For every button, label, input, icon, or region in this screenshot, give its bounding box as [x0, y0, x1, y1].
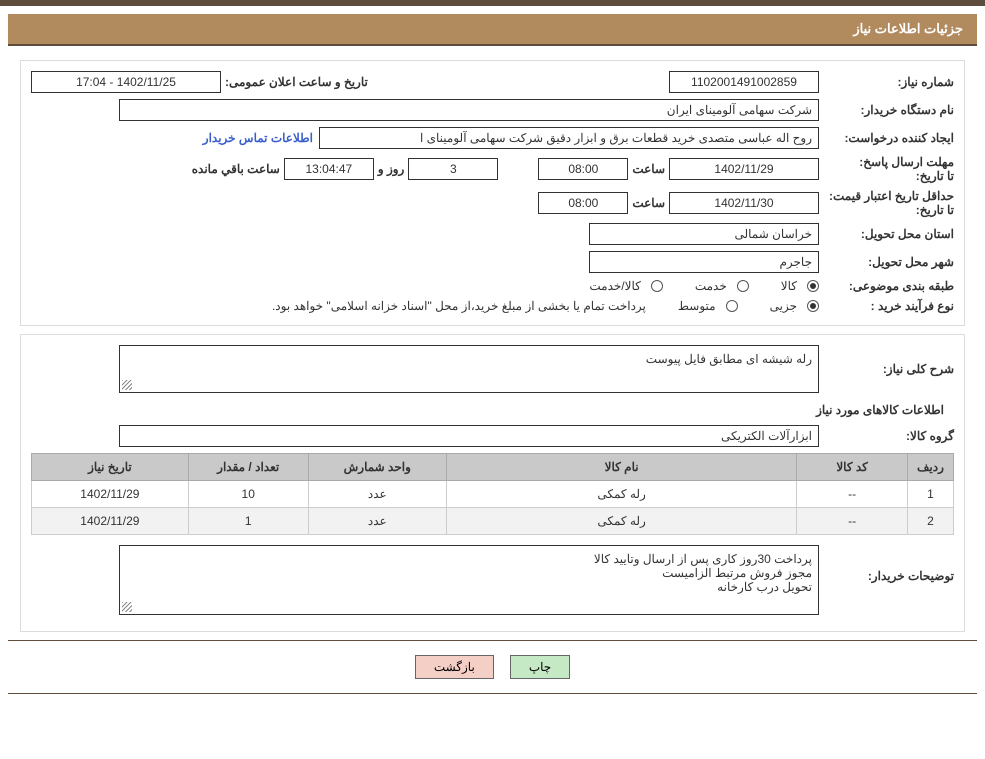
announce-label: تاریخ و ساعت اعلان عمومی:	[221, 75, 372, 89]
requester-label: ایجاد کننده درخواست:	[819, 131, 954, 145]
buyer-notes-label: توضیحات خریدار:	[819, 545, 954, 583]
hour-label-1: ساعت	[628, 162, 669, 176]
table-cell: 1402/11/29	[32, 508, 189, 535]
radio-goods[interactable]	[807, 280, 819, 292]
remaining-label: ساعت باقي مانده	[188, 162, 284, 176]
table-header-row: ردیفکد کالانام کالاواحد شمارشتعداد / مقد…	[32, 454, 954, 481]
reply-time-field: 08:00	[538, 158, 628, 180]
table-cell: 1	[907, 481, 953, 508]
table-row: 2--رله کمکیعدد11402/11/29	[32, 508, 954, 535]
city-field: جاجرم	[589, 251, 819, 273]
buttons-bar: چاپ بازگشت	[8, 640, 977, 694]
hours-remain-field: 13:04:47	[284, 158, 374, 180]
hour-label-2: ساعت	[628, 196, 669, 210]
goods-panel: شرح کلی نیاز: رله شیشه ای مطابق فایل پیو…	[20, 334, 965, 632]
buyer-org-field: شرکت سهامی آلومینای ایران	[119, 99, 819, 121]
buyer-note-line: پرداخت 30روز کاری پس از ارسال وتایید کال…	[126, 552, 812, 566]
table-cell: عدد	[308, 508, 446, 535]
reply-date-field: 1402/11/29	[669, 158, 819, 180]
radio-goods-service[interactable]	[651, 280, 663, 292]
col-header: تعداد / مقدار	[188, 454, 308, 481]
payment-note: پرداخت تمام یا بخشی از مبلغ خرید،از محل …	[272, 299, 646, 313]
back-button[interactable]: بازگشت	[415, 655, 494, 679]
goods-info-label: اطلاعات کالاهای مورد نیاز	[31, 403, 944, 417]
radio-service-label: خدمت	[695, 279, 727, 293]
table-cell: رله کمکی	[446, 508, 796, 535]
table-cell: 10	[188, 481, 308, 508]
col-header: کد کالا	[797, 454, 908, 481]
radio-service[interactable]	[737, 280, 749, 292]
days-remain-field: 3	[408, 158, 498, 180]
table-cell: عدد	[308, 481, 446, 508]
buyer-note-line: مجوز فروش مرتبط الزامیست	[126, 566, 812, 580]
resize-icon[interactable]	[122, 380, 132, 390]
min-valid-time-field: 08:00	[538, 192, 628, 214]
requester-field: روح اله عباسی متصدی خرید قطعات برق و ابز…	[319, 127, 819, 149]
table-cell: 2	[907, 508, 953, 535]
min-valid-date-field: 1402/11/30	[669, 192, 819, 214]
col-header: نام کالا	[446, 454, 796, 481]
radio-goods-service-label: کالا/خدمت	[589, 279, 640, 293]
table-cell: 1	[188, 508, 308, 535]
table-body: 1--رله کمکیعدد101402/11/292--رله کمکیعدد…	[32, 481, 954, 535]
page-title: جزئیات اطلاعات نیاز	[853, 21, 963, 36]
general-desc-textarea[interactable]: رله شیشه ای مطابق فایل پیوست	[119, 345, 819, 393]
days-label: روز و	[374, 162, 409, 176]
radio-partial[interactable]	[807, 300, 819, 312]
top-bar	[0, 0, 985, 6]
general-desc-text: رله شیشه ای مطابق فایل پیوست	[646, 352, 812, 366]
goods-group-label: گروه کالا:	[819, 429, 954, 443]
table-cell: 1402/11/29	[32, 481, 189, 508]
buyer-org-label: نام دستگاه خریدار:	[819, 103, 954, 117]
table-cell: رله کمکی	[446, 481, 796, 508]
col-header: تاریخ نیاز	[32, 454, 189, 481]
resize-icon[interactable]	[122, 602, 132, 612]
table-cell: --	[797, 481, 908, 508]
table-cell: --	[797, 508, 908, 535]
min-valid-label: حداقل تاریخ اعتبار قیمت: تا تاریخ:	[819, 189, 954, 217]
radio-partial-label: جزیی	[770, 299, 797, 313]
province-label: استان محل تحویل:	[819, 227, 954, 241]
goods-group-field: ابزارآلات الکتریکی	[119, 425, 819, 447]
table-row: 1--رله کمکیعدد101402/11/29	[32, 481, 954, 508]
divider	[8, 44, 977, 46]
subject-radio-group: کالا خدمت کالا/خدمت	[589, 279, 819, 293]
city-label: شهر محل تحویل:	[819, 255, 954, 269]
province-field: خراسان شمالی	[589, 223, 819, 245]
details-panel: شماره نیاز: 1102001491002859 تاریخ و ساع…	[20, 60, 965, 326]
col-header: ردیف	[907, 454, 953, 481]
col-header: واحد شمارش	[308, 454, 446, 481]
purchase-type-label: نوع فرآیند خرید :	[819, 299, 954, 313]
general-desc-label: شرح کلی نیاز:	[819, 362, 954, 376]
need-no-label: شماره نیاز:	[819, 75, 954, 89]
purchase-radio-group: جزیی متوسط پرداخت تمام یا بخشی از مبلغ خ…	[272, 299, 819, 313]
title-bar: جزئیات اطلاعات نیاز	[8, 14, 977, 44]
subject-class-label: طبقه بندی موضوعی:	[819, 279, 954, 293]
reply-deadline-label: مهلت ارسال پاسخ: تا تاریخ:	[819, 155, 954, 183]
radio-medium[interactable]	[726, 300, 738, 312]
print-button[interactable]: چاپ	[510, 655, 570, 679]
radio-goods-label: کالا	[781, 279, 797, 293]
items-table: ردیفکد کالانام کالاواحد شمارشتعداد / مقد…	[31, 453, 954, 535]
announce-field: 1402/11/25 - 17:04	[31, 71, 221, 93]
radio-medium-label: متوسط	[678, 299, 716, 313]
contact-link[interactable]: اطلاعات تماس خریدار	[203, 131, 313, 145]
need-no-field: 1102001491002859	[669, 71, 819, 93]
buyer-notes-textarea[interactable]: پرداخت 30روز کاری پس از ارسال وتایید کال…	[119, 545, 819, 615]
buyer-note-line: تحویل درب کارخانه	[126, 580, 812, 594]
